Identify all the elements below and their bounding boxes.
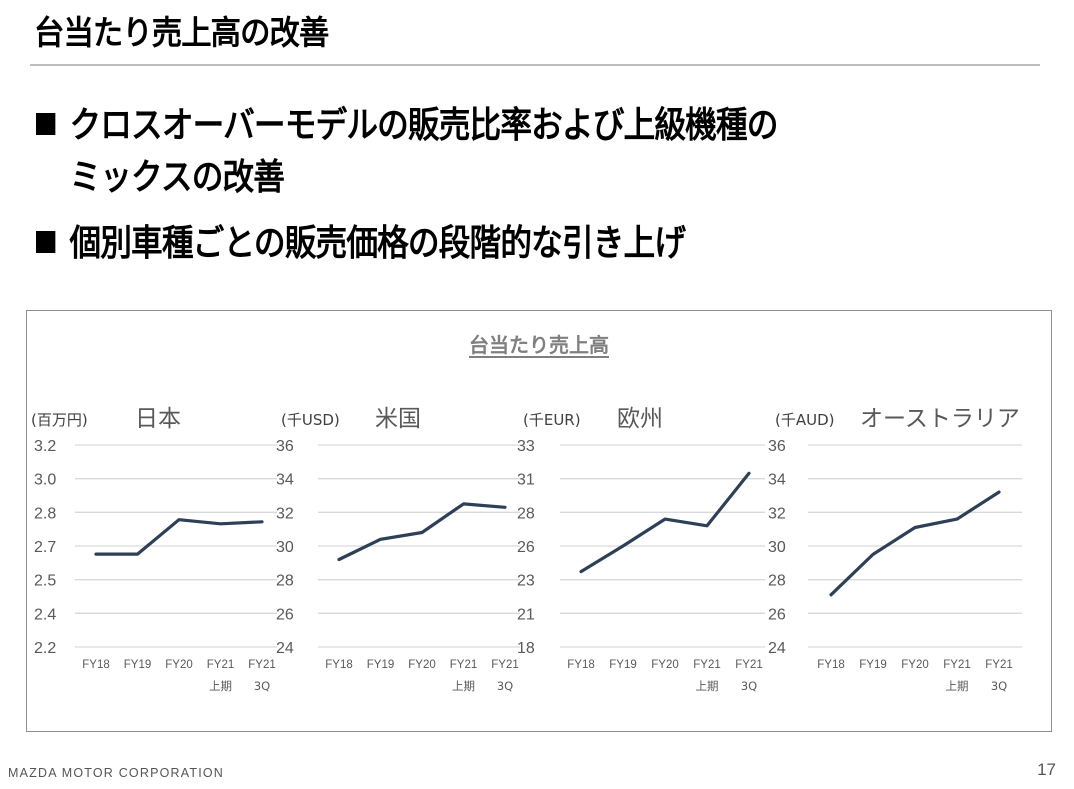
x-tick-label: FY18 [325, 659, 353, 671]
x-tick-label: FY20 [408, 659, 436, 671]
x-tick-sublabel: 上期 [946, 679, 969, 693]
y-tick-label: 2.7 [34, 539, 56, 556]
x-tick-sublabel: 上期 [209, 679, 232, 693]
bullet-1-line2: ミックスの改善 [69, 157, 285, 198]
title-divider [30, 64, 1040, 66]
region-title: 日本 [135, 406, 181, 432]
y-tick-label: 2.2 [34, 640, 56, 657]
series-line [337, 502, 507, 562]
y-tick-label: 26 [517, 539, 535, 556]
y-tick-label: 30 [276, 539, 294, 556]
bullet-1-line1: クロスオーバーモデルの販売比率および上級機種の [69, 105, 778, 146]
unit-label: (百万円) [31, 411, 88, 429]
x-tick-label: FY18 [567, 659, 595, 671]
x-tick-label: FY21 [491, 659, 519, 671]
y-tick-label: 36 [768, 438, 786, 455]
y-tick-label: 3.0 [34, 472, 56, 489]
y-tick-label: 2.8 [34, 505, 56, 522]
panel-title: 台当たり売上高 [27, 329, 1051, 358]
unit-label: (千USD) [281, 411, 340, 429]
square-bullet-icon [36, 231, 56, 253]
x-tick-label: FY21 [985, 659, 1013, 671]
region-title: 米国 [375, 406, 421, 432]
x-tick-label: FY21 [693, 659, 721, 671]
bullet-1: クロスオーバーモデルの販売比率および上級機種の ミックスの改善 [36, 100, 778, 204]
series-line [94, 518, 264, 556]
x-tick-label: FY21 [207, 659, 235, 671]
x-tick-label: FY20 [651, 659, 679, 671]
region-title: 欧州 [617, 406, 663, 432]
y-tick-label: 34 [276, 472, 294, 489]
y-tick-label: 2.5 [34, 573, 56, 590]
unit-label: (千AUD) [775, 411, 835, 429]
x-tick-label: FY18 [82, 659, 110, 671]
x-tick-label: FY21 [248, 659, 276, 671]
y-tick-label: 18 [517, 640, 535, 657]
region-title: オーストラリア [860, 406, 1020, 432]
y-tick-label: 36 [276, 438, 294, 455]
page-number: 17 [1037, 760, 1056, 779]
x-tick-label: FY19 [609, 659, 637, 671]
slide-title: 台当たり売上高の改善 [34, 13, 329, 52]
y-tick-label: 33 [517, 438, 535, 455]
unit-label: (千EUR) [523, 411, 581, 429]
x-tick-sublabel: 3Q [741, 679, 757, 693]
y-tick-label: 32 [276, 505, 294, 522]
y-tick-label: 26 [276, 606, 294, 623]
x-tick-label: FY20 [165, 659, 193, 671]
y-tick-label: 28 [276, 573, 294, 590]
x-tick-label: FY18 [817, 659, 845, 671]
x-tick-label: FY20 [901, 659, 929, 671]
x-tick-label: FY21 [735, 659, 763, 671]
y-tick-label: 23 [517, 573, 535, 590]
y-tick-label: 26 [768, 606, 786, 623]
x-tick-sublabel: 3Q [991, 679, 1007, 693]
x-tick-sublabel: 3Q [497, 679, 513, 693]
series-line [829, 490, 1001, 597]
square-bullet-icon [36, 113, 56, 135]
x-tick-sublabel: 3Q [254, 679, 270, 693]
panel-title-text: 台当たり売上高 [469, 333, 609, 357]
x-tick-sublabel: 上期 [696, 679, 719, 693]
x-tick-label: FY19 [124, 659, 152, 671]
x-tick-label: FY21 [943, 659, 971, 671]
bullet-2-line1: 個別車種ごとの販売価格の段階的な引き上げ [69, 223, 686, 264]
y-tick-label: 28 [768, 573, 786, 590]
y-tick-label: 30 [768, 539, 786, 556]
x-tick-label: FY21 [450, 659, 478, 671]
y-tick-label: 3.2 [34, 438, 56, 455]
footer-brand: MAZDA MOTOR CORPORATION [8, 766, 225, 780]
y-tick-label: 24 [768, 640, 786, 657]
y-tick-label: 24 [276, 640, 294, 657]
x-tick-label: FY19 [367, 659, 395, 671]
y-tick-label: 28 [517, 505, 535, 522]
x-tick-label: FY19 [859, 659, 887, 671]
series-line [579, 471, 751, 574]
y-tick-label: 32 [768, 505, 786, 522]
y-tick-label: 31 [517, 472, 535, 489]
x-tick-sublabel: 上期 [452, 679, 475, 693]
bullet-2: 個別車種ごとの販売価格の段階的な引き上げ [36, 218, 686, 270]
chart-panel: 台当たり売上高 [26, 310, 1052, 732]
y-tick-label: 34 [768, 472, 786, 489]
y-tick-label: 2.4 [34, 606, 56, 623]
y-tick-label: 21 [517, 606, 535, 623]
